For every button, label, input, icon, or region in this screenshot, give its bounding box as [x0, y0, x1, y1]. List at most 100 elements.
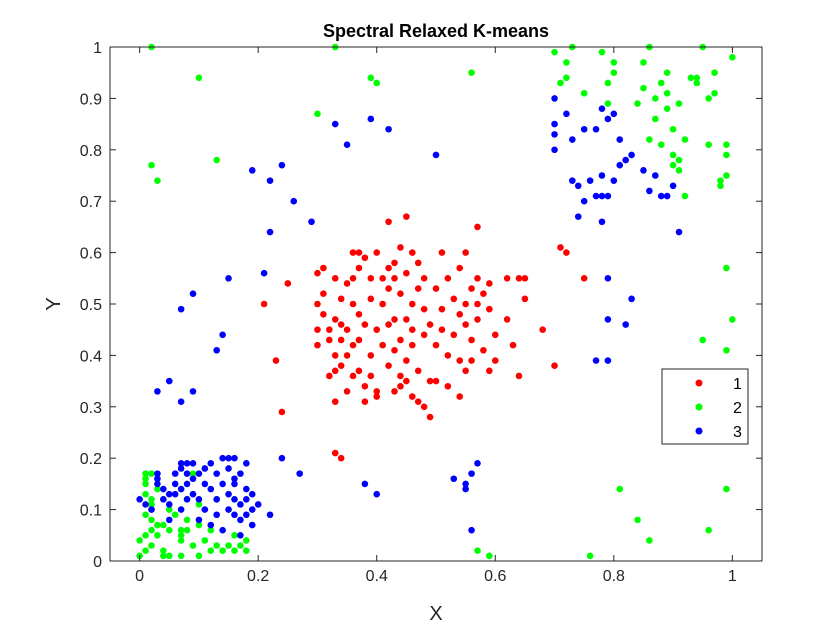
- series-1-point-23: [337, 336, 345, 344]
- series-1-point-15: [331, 316, 339, 323]
- series-3-point-82: [171, 480, 179, 488]
- series-1-point-130: [539, 326, 546, 334]
- y-tick-label: 0.9: [80, 91, 102, 108]
- series-1-point-106: [462, 300, 469, 308]
- series-1-point-90: [432, 285, 440, 292]
- series-1-point-55: [385, 285, 392, 292]
- series-2-point-35: [657, 79, 665, 87]
- y-tick-label: 0.3: [80, 400, 102, 417]
- series-1-point-10: [320, 290, 327, 298]
- series-1-point-38: [355, 367, 363, 375]
- series-1-point-76: [408, 326, 416, 334]
- series-1-point-94: [438, 305, 446, 313]
- series-3-point-22: [373, 490, 381, 498]
- series-3-point-8: [225, 275, 232, 282]
- series-1-point-31: [349, 300, 357, 308]
- series-1-point-62: [391, 346, 398, 354]
- series-1-point-65: [397, 290, 404, 298]
- series-1-point-63: [391, 388, 398, 395]
- series-2-point-21: [604, 79, 612, 87]
- series-1-point-41: [361, 398, 369, 405]
- series-1-point-11: [326, 336, 333, 344]
- series-3-point-69: [675, 228, 683, 236]
- series-3-point-89: [183, 480, 191, 488]
- series-2-point-31: [646, 136, 653, 143]
- series-1-point-122: [491, 357, 499, 364]
- series-3-point-12: [266, 177, 274, 184]
- series-2-point-18: [586, 552, 594, 560]
- series-3-point-6: [213, 346, 220, 354]
- series-1-point-49: [373, 388, 381, 395]
- series-1-point-103: [456, 357, 464, 364]
- series-2-point-98: [177, 526, 185, 534]
- series-2-point-79: [148, 470, 155, 477]
- series-3-point-56: [616, 136, 624, 143]
- series-1-point-35: [355, 264, 363, 272]
- series-1-point-3: [284, 280, 292, 287]
- series-3-point-64: [646, 187, 653, 195]
- series-1-point-104: [456, 393, 464, 400]
- legend-marker-1: [695, 379, 703, 387]
- series-1-point-1: [272, 357, 280, 364]
- series-3-point-80: [165, 516, 173, 524]
- data-points: [136, 43, 736, 560]
- series-2-point-92: [165, 552, 173, 560]
- series-3-point-85: [177, 485, 185, 493]
- series-2-point-20: [604, 100, 612, 107]
- series-1-point-39: [361, 254, 369, 262]
- series-1-point-43: [367, 275, 375, 282]
- series-3-point-53: [604, 115, 612, 123]
- series-2-point-4: [213, 156, 220, 164]
- series-1-point-71: [403, 316, 410, 323]
- series-3-point-11: [266, 228, 274, 236]
- series-1-point-78: [408, 393, 416, 400]
- series-1-point-14: [331, 275, 339, 282]
- series-3-point-49: [604, 275, 612, 282]
- series-3-point-87: [177, 460, 185, 467]
- series-1-point-126: [515, 275, 523, 282]
- series-2-point-112: [231, 547, 238, 555]
- series-3-point-62: [592, 357, 600, 364]
- series-1-point-115: [474, 316, 481, 323]
- series-3-point-77: [160, 496, 167, 503]
- series-1-point-70: [403, 269, 410, 277]
- series-2-point-3: [195, 74, 203, 82]
- series-2-point-71: [142, 475, 149, 483]
- series-1-point-125: [509, 341, 517, 349]
- series-3-point-130: [243, 460, 250, 467]
- series-1-point-29: [349, 249, 357, 256]
- series-3-point-23: [385, 125, 392, 133]
- series-3-point-111: [225, 465, 232, 472]
- series-1-point-129: [521, 275, 529, 282]
- series-2-point-56: [711, 89, 718, 97]
- series-2-point-7: [367, 74, 375, 82]
- series-3-point-120: [237, 516, 244, 524]
- series-2-point-77: [148, 516, 155, 524]
- series-3-point-116: [231, 480, 238, 488]
- series-1-point-69: [403, 213, 410, 220]
- series-3-point-96: [195, 496, 203, 503]
- series-2-point-11: [486, 552, 493, 560]
- series-3-point-30: [462, 485, 469, 493]
- series-3-point-97: [195, 516, 203, 524]
- series-3-point-128: [254, 501, 262, 508]
- series-3-point-92: [189, 475, 197, 483]
- series-3-point-28: [474, 460, 481, 467]
- y-tick-label: 0.2: [80, 451, 102, 468]
- series-2-point-107: [213, 542, 220, 549]
- series-1-point-19: [331, 449, 339, 457]
- series-3-point-81: [171, 470, 179, 477]
- series-3-point-70: [136, 496, 143, 503]
- series-1-point-107: [462, 321, 469, 328]
- series-1-point-16: [331, 352, 339, 359]
- series-2-point-81: [148, 526, 155, 534]
- series-3-point-41: [580, 197, 588, 205]
- y-tick-label: 0: [93, 554, 102, 571]
- series-3-point-94: [189, 460, 197, 467]
- series-1-point-46: [367, 372, 375, 380]
- series-1-point-5: [314, 326, 321, 334]
- series-3-point-40: [580, 125, 588, 133]
- series-1-point-21: [337, 295, 345, 303]
- series-1-point-116: [480, 290, 487, 298]
- series-1-point-81: [414, 367, 422, 375]
